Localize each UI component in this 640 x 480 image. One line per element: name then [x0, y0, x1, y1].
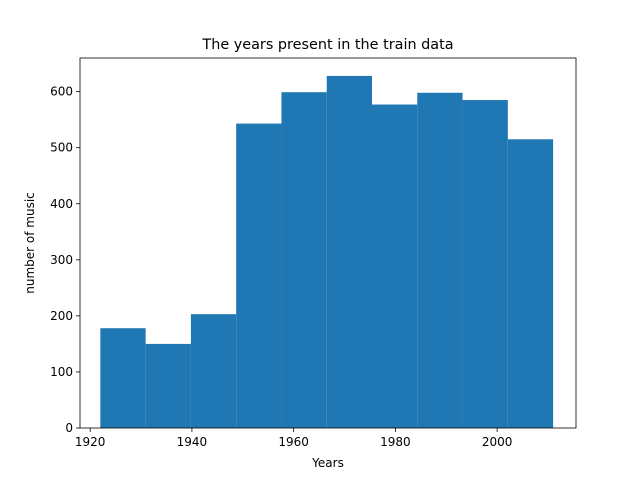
- y-tick-label: 600: [50, 85, 73, 99]
- x-tick-label: 2000: [482, 435, 513, 449]
- x-tick-label: 1940: [177, 435, 208, 449]
- bars-group: [100, 75, 554, 429]
- histogram-bar: [507, 139, 554, 428]
- y-tick-label: 100: [50, 365, 73, 379]
- histogram-bar: [417, 92, 463, 429]
- x-tick-label: 1960: [278, 435, 309, 449]
- y-tick-label: 300: [50, 253, 73, 267]
- y-tick-label: 0: [65, 421, 73, 435]
- histogram-bar: [100, 328, 146, 428]
- chart-title: The years present in the train data: [201, 37, 453, 53]
- y-tick-label: 200: [50, 309, 73, 323]
- y-tick-label: 500: [50, 141, 73, 155]
- x-axis-label: Years: [311, 456, 344, 470]
- x-tick-label: 1980: [380, 435, 411, 449]
- plot-frame: [79, 57, 577, 429]
- x-tick-label: 1920: [75, 435, 106, 449]
- histogram-bar: [190, 314, 237, 428]
- histogram-bar: [236, 123, 282, 428]
- histogram-bar: [281, 92, 327, 429]
- y-axis-ticks: 0 100 200 300 400 500 600: [50, 85, 80, 435]
- y-axis-label: number of music: [23, 192, 37, 294]
- histogram-bar: [372, 104, 418, 428]
- x-axis-ticks: 1920 1940 1960 1980 2000: [75, 428, 513, 449]
- histogram-bar: [326, 75, 373, 428]
- y-tick-label: 400: [50, 197, 73, 211]
- histogram-bar: [145, 343, 191, 428]
- histogram-bar: [462, 100, 508, 428]
